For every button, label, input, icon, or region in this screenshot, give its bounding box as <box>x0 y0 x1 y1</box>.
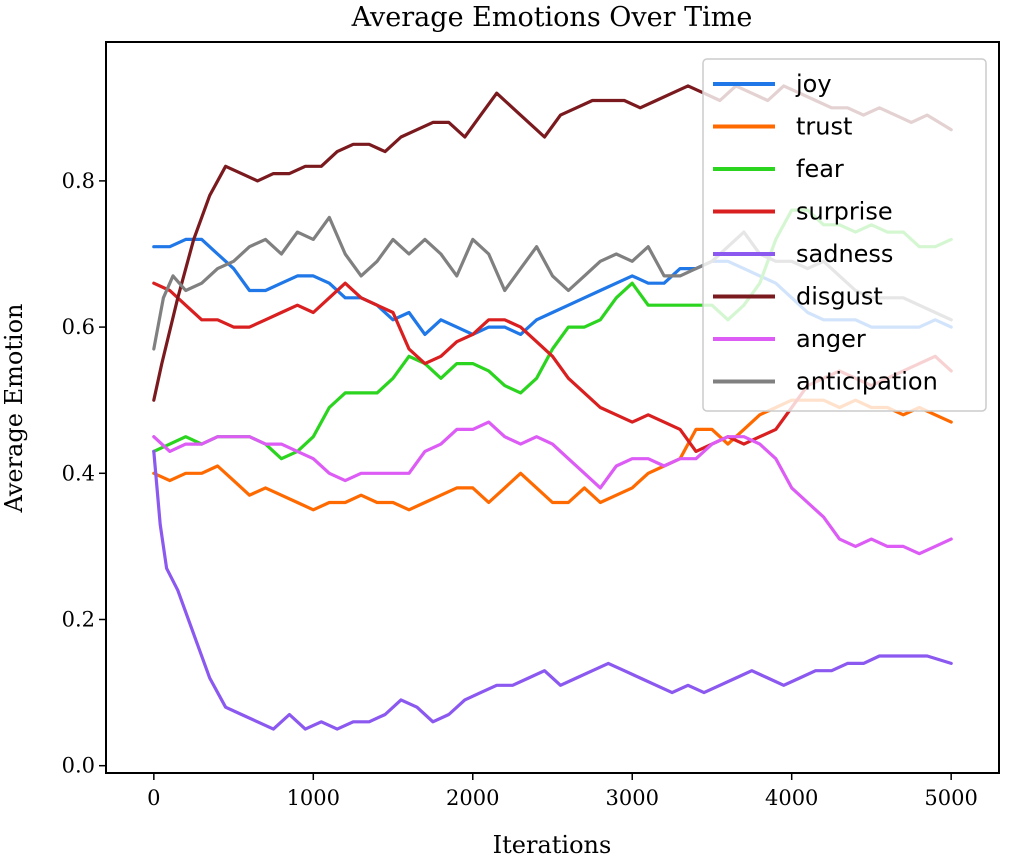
y-tick-label: 0.6 <box>62 315 95 339</box>
legend-label-surprise: surprise <box>796 198 893 226</box>
plot-frame <box>105 41 1000 774</box>
legend-label-fear: fear <box>796 155 844 183</box>
x-tick-label: 5000 <box>924 786 977 810</box>
x-tick-label: 4000 <box>765 786 818 810</box>
legend-label-disgust: disgust <box>796 283 883 311</box>
x-tick-label: 0 <box>147 786 160 810</box>
legend-box <box>702 58 987 412</box>
legend-label-joy: joy <box>795 70 832 98</box>
series-line-anger <box>152 420 953 556</box>
axis-ticks: 0 1000 2000 3000 4000 5000 0.0 0.2 0.4 0.6 0.8 <box>62 169 978 810</box>
legend: joy trust fear surprise sadness disgust anger a… <box>702 58 987 412</box>
legend-label-sadness: sadness <box>796 240 893 268</box>
y-tick-label: 0.8 <box>62 169 95 193</box>
y-tick-label: 0.4 <box>62 461 95 485</box>
x-tick-label: 3000 <box>606 786 659 810</box>
x-tick-label: 2000 <box>446 786 499 810</box>
legend-label-anticipation: anticipation <box>796 368 938 396</box>
x-axis-label: Iterations <box>493 831 612 859</box>
y-tick-label: 0.2 <box>62 607 95 631</box>
y-tick-label: 0.0 <box>62 754 95 778</box>
legend-label-trust: trust <box>796 113 852 141</box>
x-tick-label: 1000 <box>287 786 340 810</box>
chart-title: Average Emotions Over Time <box>351 2 753 33</box>
series-line-sadness <box>152 449 953 731</box>
legend-label-anger: anger <box>796 325 866 353</box>
y-axis-label: Average Emotion <box>0 303 28 513</box>
